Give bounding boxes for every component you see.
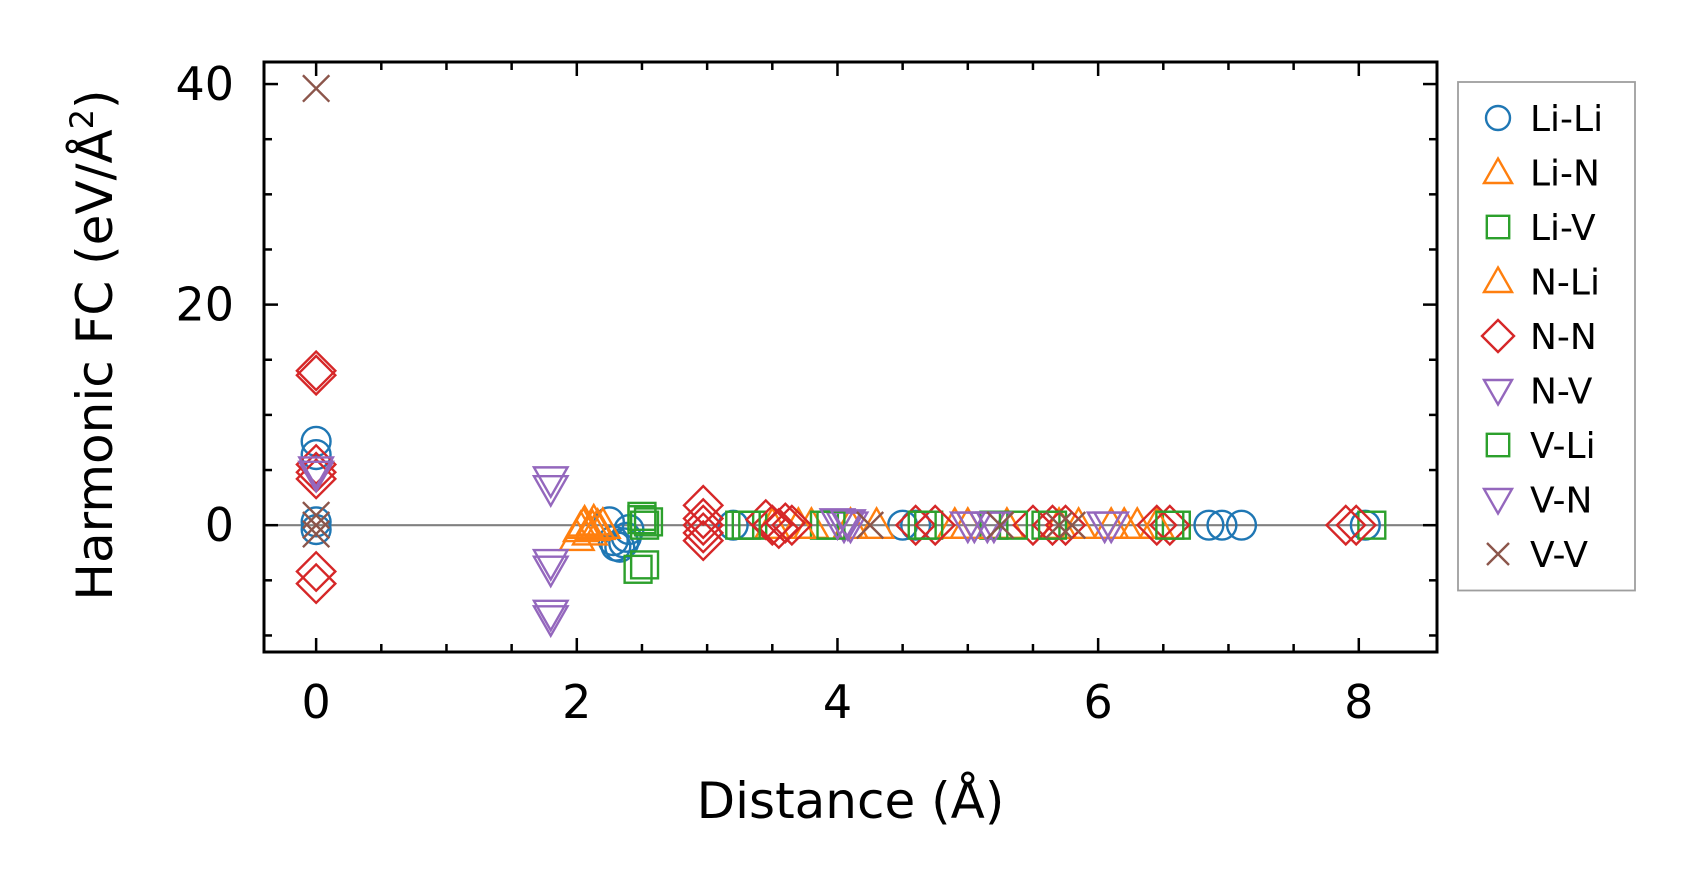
y-axis-title-main: Harmonic FC (eV/Å [66, 129, 124, 600]
data-point [573, 508, 612, 542]
data-point [531, 474, 570, 509]
data-point [531, 548, 570, 582]
data-point [531, 466, 570, 500]
data-point [604, 531, 636, 563]
plot-frame [262, 60, 1439, 654]
data-point [302, 511, 331, 540]
data-point [633, 507, 664, 537]
series-v-v [302, 74, 1087, 549]
legend-label-v-li: V-Li [1530, 426, 1596, 467]
legend-label-v-n: V-N [1530, 481, 1592, 522]
data-point [1206, 509, 1238, 541]
y-tick-label: 20 [175, 278, 234, 332]
data-point [1044, 511, 1074, 540]
data-point [623, 554, 653, 584]
data-point [1225, 509, 1258, 541]
legend-label-n-v: N-V [1530, 372, 1593, 413]
x-tick-label: 4 [823, 675, 852, 729]
data-point [894, 504, 937, 547]
data-point [682, 512, 725, 554]
data-point [1085, 511, 1124, 545]
data-point [907, 510, 937, 540]
legend-marker-n-n [1480, 318, 1516, 354]
data-point [531, 599, 570, 633]
data-point [1012, 504, 1054, 547]
data-point [829, 509, 867, 543]
data-point [1357, 510, 1387, 540]
y-axis-title-close: ) [66, 89, 124, 109]
y-tick-label: 0 [205, 498, 234, 552]
legend-marker-v-v [1486, 542, 1510, 566]
data-point [297, 456, 336, 490]
data-point [986, 511, 1015, 540]
data-point [1118, 505, 1157, 539]
data-point [1335, 504, 1378, 547]
y-tick-label: 40 [175, 57, 234, 111]
data-point [297, 460, 336, 494]
data-point [302, 519, 331, 549]
data-point [764, 502, 807, 544]
data-point [731, 510, 761, 540]
x-tick-label: 6 [1083, 675, 1112, 729]
x-axis-title: Distance (Å) [697, 772, 1005, 830]
data-point [1037, 510, 1068, 540]
data-point [1324, 504, 1367, 547]
legend-marker-n-v [1481, 378, 1515, 407]
data-point [831, 505, 870, 539]
data-point [295, 457, 338, 500]
data-point [627, 501, 657, 531]
legend-label-li-v: Li-V [1530, 208, 1596, 249]
data-point [295, 349, 338, 392]
data-point [583, 505, 622, 539]
data-point [295, 550, 338, 593]
legend-label-li-li: Li-Li [1530, 99, 1603, 140]
data-point [1092, 505, 1131, 539]
legend: Li-Li Li-N Li-V N-Li N-N N-V V-Li V-N V-V [1457, 81, 1636, 592]
data-point [682, 484, 725, 527]
data-point [295, 354, 338, 397]
legend-marker-v-n [1481, 487, 1515, 516]
data-point [531, 555, 570, 589]
series-v-n [297, 460, 1124, 545]
data-point [574, 502, 613, 536]
data-point [531, 605, 570, 639]
legend-label-n-li: N-Li [1530, 263, 1600, 304]
legend-label-v-v: V-V [1530, 535, 1588, 576]
x-tick-label: 2 [562, 675, 591, 729]
data-point [682, 504, 725, 547]
data-point [300, 438, 332, 471]
data-point [856, 511, 885, 540]
data-point [770, 504, 813, 547]
legend-label-n-n: N-N [1530, 317, 1597, 358]
data-point [629, 550, 660, 580]
legend-label-li-n: Li-N [1530, 154, 1600, 195]
data-point [682, 497, 725, 540]
y-axis-title: Harmonic FC (eV/Å2) [63, 89, 124, 600]
data-point [1058, 511, 1087, 540]
data-point [295, 562, 338, 605]
data-point [1155, 510, 1185, 540]
legend-marker-n-li [1481, 265, 1515, 294]
legend-marker-li-v [1485, 214, 1511, 240]
data-point [914, 504, 957, 547]
y-axis-title-superscript: 2 [63, 109, 101, 129]
data-point [300, 506, 332, 538]
legend-marker-li-n [1481, 156, 1515, 185]
data-point [682, 519, 725, 562]
x-tick-label: 8 [1344, 675, 1373, 729]
legend-marker-v-li [1485, 432, 1511, 458]
legend-box [1457, 81, 1636, 592]
data-point [1193, 509, 1225, 541]
data-point [629, 510, 660, 540]
data-point [564, 505, 603, 539]
legend-marker-li-li [1484, 104, 1512, 132]
data-point [948, 511, 987, 545]
data-point [1135, 504, 1178, 547]
data-point [300, 425, 332, 457]
x-tick-label: 0 [301, 675, 330, 729]
data-point [302, 74, 331, 103]
